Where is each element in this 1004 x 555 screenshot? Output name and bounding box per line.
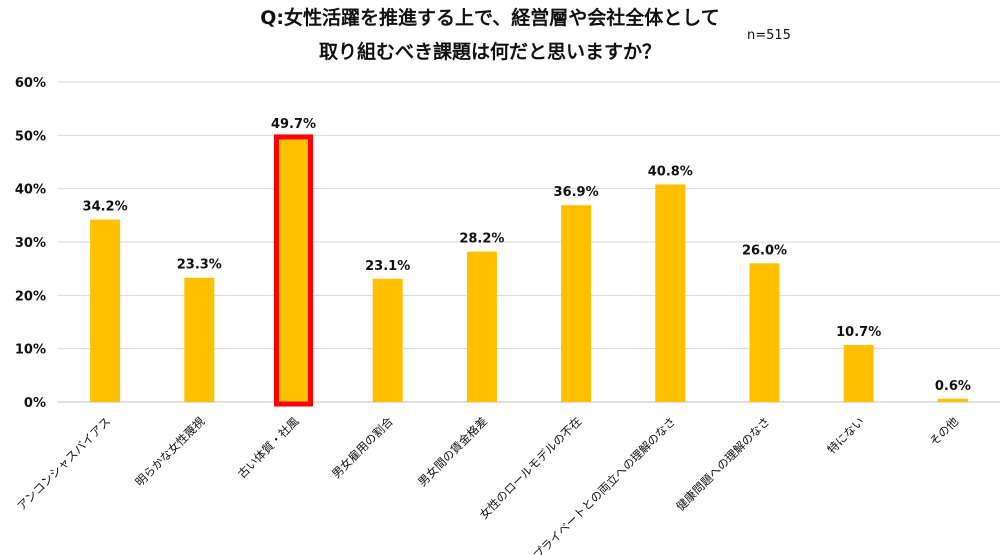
y-tick-label: 30% bbox=[15, 236, 46, 251]
chart-title-line-1: Q:女性活躍を推進する上で、経営層や会社全体として bbox=[260, 7, 720, 29]
bar bbox=[561, 205, 592, 402]
category-label: 明らかな女性蔑視 bbox=[132, 414, 207, 489]
y-tick-label: 40% bbox=[15, 183, 46, 198]
data-label: 23.3% bbox=[177, 258, 222, 273]
category-label: 女性のロールモデルの不在 bbox=[477, 414, 584, 521]
y-tick-label: 50% bbox=[15, 129, 46, 144]
data-label: 26.0% bbox=[742, 243, 787, 258]
y-tick-label: 0% bbox=[24, 396, 46, 411]
category-label: その他 bbox=[927, 414, 962, 449]
category-label: 古い体質・社風 bbox=[235, 414, 302, 481]
data-label: 34.2% bbox=[83, 200, 128, 215]
category-label: アンコンシャスバイアス bbox=[14, 414, 113, 513]
highlight-border bbox=[274, 134, 313, 407]
category-label: 健康問題への理解のなさ bbox=[673, 414, 772, 513]
y-tick-label: 60% bbox=[15, 76, 46, 91]
data-label: 49.7% bbox=[271, 117, 316, 132]
data-label: 10.7% bbox=[836, 325, 881, 340]
bar bbox=[749, 263, 780, 402]
chart-title-line-2: 取り組むべき課題は何だと思いますか？ bbox=[318, 41, 661, 63]
category-label: 男女間の賃金格差 bbox=[415, 414, 490, 489]
bar bbox=[937, 398, 968, 402]
bar bbox=[278, 136, 309, 402]
category-label: 男女雇用の割合 bbox=[329, 414, 396, 481]
data-label: 40.8% bbox=[648, 164, 693, 179]
data-label: 0.6% bbox=[935, 379, 971, 394]
data-label: 36.9% bbox=[554, 185, 599, 200]
bar bbox=[184, 277, 215, 402]
bar bbox=[90, 219, 121, 402]
bar bbox=[372, 278, 403, 402]
bar bbox=[655, 184, 686, 402]
bar bbox=[466, 251, 497, 402]
y-tick-label: 20% bbox=[15, 289, 46, 304]
bar bbox=[843, 344, 874, 402]
data-label: 28.2% bbox=[459, 232, 504, 247]
data-label: 23.1% bbox=[365, 259, 410, 274]
y-tick-label: 10% bbox=[15, 343, 46, 358]
sample-size-label: n=515 bbox=[747, 28, 791, 43]
category-label: 特にない bbox=[824, 414, 866, 456]
